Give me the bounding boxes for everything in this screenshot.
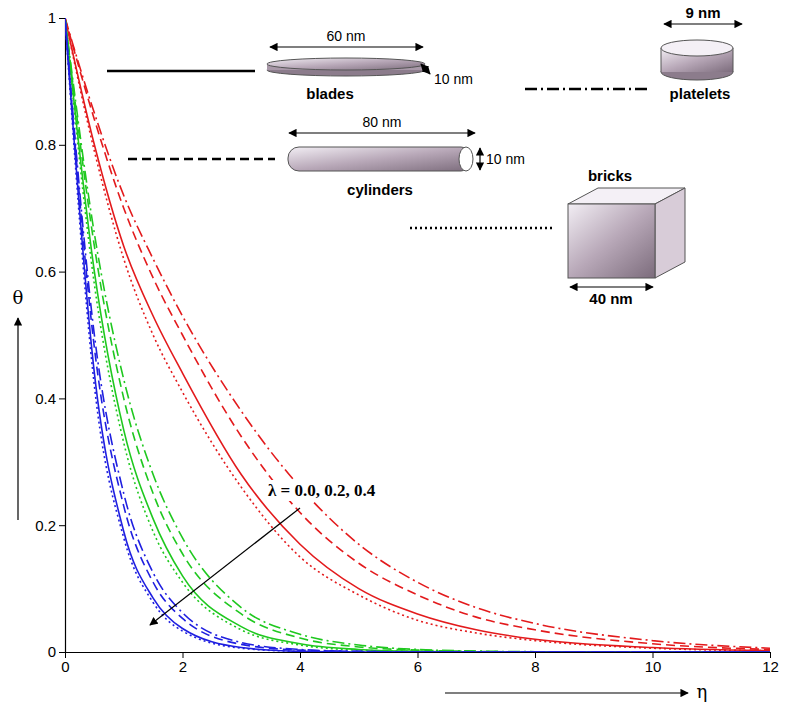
tick-mark — [59, 272, 65, 273]
tick: 0 — [61, 652, 69, 675]
tick: 0 — [48, 643, 65, 660]
dimension-label: 80 nm — [363, 114, 402, 130]
tick-label: 2 — [179, 658, 187, 675]
tick-label: 0.6 — [35, 263, 56, 280]
dimension-label: 10 nm — [486, 151, 525, 167]
axis-titles: θη — [13, 287, 708, 702]
dimension-arrow — [479, 148, 480, 170]
particle-shape — [661, 40, 733, 56]
chart: 02468101200.20.40.60.81θη60 nm10 nmblade… — [0, 0, 796, 709]
legend-item: 60 nm 10 nm blades — [107, 28, 473, 102]
tick: 6 — [414, 652, 422, 675]
series-line — [65, 18, 770, 652]
dimension-label: 9 nm — [685, 4, 720, 21]
tick-mark — [59, 18, 65, 19]
dimension-label: 10 nm — [434, 71, 473, 87]
series-line — [65, 18, 770, 652]
tick: 0.4 — [35, 390, 65, 407]
dimension-label: 60 nm — [327, 28, 366, 44]
x-axis: 0 2 4 6 8 10 12 — [61, 652, 779, 675]
particle-shape — [661, 48, 662, 72]
tick: 0.2 — [35, 517, 65, 534]
tick-mark — [59, 652, 65, 653]
legend-item: 9 nm platelets — [525, 4, 742, 102]
tick-label: 0 — [61, 658, 69, 675]
tick-mark — [59, 398, 65, 399]
dimension-arrow — [270, 46, 423, 47]
tick: 10 — [645, 652, 662, 675]
annotation-label: λ = 0.0, 0.2, 0.4 — [268, 481, 376, 500]
annotation-arrow — [150, 508, 300, 625]
tick-label: 1 — [48, 9, 56, 26]
tick-label: 0.4 — [35, 390, 56, 407]
tick-mark — [59, 145, 65, 146]
legend-label: platelets — [670, 85, 731, 102]
shape-legend: 60 nm 10 nm blades 80 nm 10 nm cylinders 9 nm p… — [107, 4, 742, 307]
y-arrow — [17, 318, 18, 520]
tick: 4 — [296, 652, 304, 675]
lines — [65, 18, 770, 652]
particle-shape — [288, 147, 472, 171]
legend-label: blades — [306, 85, 354, 102]
legend-line — [410, 227, 553, 230]
dimension-arrow — [289, 132, 475, 133]
y-title: θ — [13, 287, 24, 308]
label-background — [265, 480, 379, 501]
particle-shape — [267, 58, 425, 70]
legend-item: 80 nm 10 nm cylinders — [128, 114, 525, 198]
series-line — [65, 18, 770, 652]
tick: 8 — [531, 652, 539, 675]
particle-shape — [568, 204, 655, 278]
series-line — [65, 18, 770, 648]
dimension-arrow — [664, 23, 742, 24]
legend-line — [525, 88, 647, 91]
particle-shape — [459, 147, 473, 171]
tick-label: 6 — [414, 658, 422, 675]
tick-label: 10 — [645, 658, 662, 675]
tick-label: 0 — [48, 643, 56, 660]
x-arrow — [445, 692, 688, 693]
tick: 12 — [762, 652, 779, 675]
x-title: η — [697, 681, 708, 702]
y-axis: 0 0.2 0.4 0.6 0.8 1 — [35, 9, 65, 660]
series-line — [65, 18, 770, 652]
annotation: λ = 0.0, 0.2, 0.4 — [150, 480, 379, 625]
legend-label: cylinders — [347, 181, 413, 198]
dimension-arrow — [570, 286, 653, 287]
particle-shape — [655, 188, 685, 278]
axis-line — [65, 19, 66, 653]
series-line — [65, 18, 770, 652]
tick-label: 0.8 — [35, 136, 56, 153]
tick: 2 — [179, 652, 187, 675]
series-line — [65, 18, 770, 652]
plot: 0 2 4 6 8 10 12 0 0.2 0.4 0.6 0.8 1 — [35, 9, 779, 674]
tick-label: 0.2 — [35, 517, 56, 534]
tick-mark — [59, 525, 65, 526]
tick-label: 8 — [531, 658, 539, 675]
dimension-label: 40 nm — [589, 290, 632, 307]
tick-label: 4 — [296, 658, 304, 675]
legend-line — [107, 70, 255, 73]
series-line — [65, 18, 770, 652]
tick-label: 12 — [762, 658, 779, 675]
dimension-arrow — [421, 64, 430, 74]
tick: 0.6 — [35, 263, 65, 280]
legend-line — [128, 158, 275, 161]
legend-item: 40 nm bricks — [410, 167, 685, 307]
tick: 1 — [48, 9, 65, 26]
legend-label: bricks — [588, 167, 632, 184]
series-line — [65, 18, 770, 652]
particle-shape — [733, 48, 734, 72]
tick: 0.8 — [35, 136, 65, 153]
